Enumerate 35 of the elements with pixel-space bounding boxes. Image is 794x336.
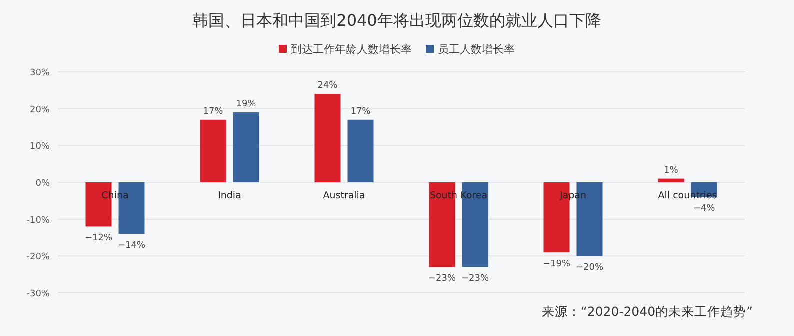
- bar: [429, 182, 456, 268]
- bar: [348, 120, 374, 182]
- data-label: 17%: [203, 106, 224, 117]
- data-label: 1%: [664, 166, 679, 176]
- data-label: 19%: [236, 100, 257, 110]
- legend-label: 员工人数增长率: [438, 43, 515, 56]
- data-label: −20%: [576, 263, 604, 274]
- y-tick-label: 20%: [30, 105, 50, 116]
- bar: [658, 178, 684, 182]
- y-tick-label: -20%: [26, 252, 50, 263]
- data-label: −23%: [428, 274, 456, 284]
- y-tick-label: 30%: [30, 68, 50, 78]
- chart-title: 韩国、日本和中国到2040年将出现两位数的就业人口下降: [192, 11, 602, 30]
- bar: [314, 94, 341, 182]
- data-label: −19%: [542, 259, 571, 270]
- x-tick-label: Japan: [559, 190, 586, 202]
- bar: [200, 120, 226, 182]
- data-label: −4%: [693, 204, 716, 214]
- x-tick-label: India: [218, 190, 242, 202]
- y-tick-label: 0%: [36, 179, 50, 189]
- x-tick-label: China: [102, 190, 129, 202]
- data-label: −23%: [461, 274, 490, 284]
- y-tick-label: -10%: [26, 216, 50, 226]
- bar: [462, 182, 488, 268]
- data-label: 24%: [318, 81, 338, 92]
- x-tick-label: All countries: [658, 190, 718, 202]
- legend-label: 到达工作年龄人数增长率: [291, 43, 412, 56]
- x-tick-label: Australia: [323, 190, 366, 202]
- source-note: 来源：“2020-2040的未来工作趋势”: [542, 304, 753, 319]
- data-label: −14%: [118, 241, 146, 252]
- data-label: 17%: [350, 106, 372, 117]
- y-tick-label: -30%: [26, 290, 50, 300]
- y-tick-label: 10%: [30, 142, 50, 152]
- bar: [233, 112, 260, 182]
- data-label: −12%: [84, 234, 113, 244]
